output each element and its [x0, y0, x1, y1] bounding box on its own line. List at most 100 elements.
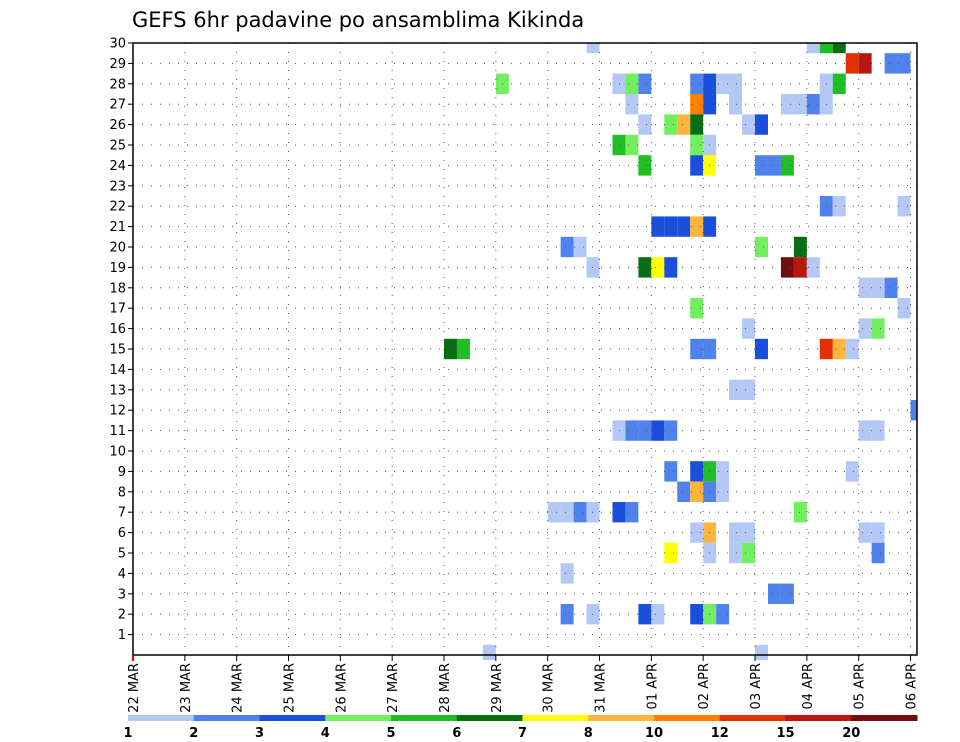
- y-tick-label: 5: [118, 547, 126, 562]
- heatmap-cell: [547, 502, 561, 523]
- heatmap-cell: [806, 257, 820, 278]
- legend-color-swatch: [391, 715, 458, 721]
- heatmap-cell: [793, 257, 807, 278]
- y-tick-label: 16: [109, 322, 126, 337]
- y-tick-label: 14: [109, 363, 126, 378]
- legend-color-swatch: [456, 715, 523, 721]
- legend-label: 7: [518, 726, 527, 741]
- legend-color-swatch: [259, 715, 326, 721]
- heatmap-cell: [729, 522, 743, 543]
- heatmap-cell: [560, 604, 574, 625]
- y-tick-label: 12: [109, 404, 126, 419]
- y-tick-label: 18: [109, 281, 126, 296]
- heatmap-cell: [871, 420, 885, 441]
- heatmap-cell: [560, 236, 574, 258]
- legend-color-swatch: [719, 715, 786, 721]
- y-tick-label: 21: [109, 220, 126, 235]
- heatmap-cell: [897, 53, 911, 74]
- y-tick-label: 3: [118, 587, 126, 602]
- heatmap-cell: [832, 338, 846, 360]
- heatmap-cell: [832, 43, 846, 54]
- heatmap-cell: [664, 542, 678, 564]
- y-tick-label: 8: [118, 485, 126, 500]
- heatmap-cell: [664, 114, 678, 135]
- heatmap-cell: [690, 604, 704, 625]
- heatmap-cell: [742, 318, 756, 339]
- y-tick-label: 19: [109, 261, 126, 276]
- heatmap-cell: [638, 114, 652, 135]
- x-tick-label: 27 MAR: [386, 663, 401, 713]
- legend-label: 2: [189, 726, 198, 741]
- legend-label: 15: [776, 726, 794, 741]
- heatmap-cell: [638, 257, 652, 278]
- heatmap-cell: [651, 216, 665, 237]
- legend-color-swatch: [128, 715, 195, 721]
- heatmap-cell: [729, 379, 743, 400]
- y-tick-label: 20: [109, 241, 126, 256]
- y-tick-label: 28: [109, 77, 126, 92]
- heatmap-cell: [638, 73, 652, 94]
- x-tick-label: 29 MAR: [490, 663, 505, 713]
- heatmap-cell: [716, 481, 730, 502]
- y-tick-label: 1: [118, 628, 126, 643]
- heatmap-cell: [677, 481, 691, 502]
- heatmap-cell: [651, 257, 665, 278]
- legend-label: 4: [321, 726, 330, 741]
- heatmap-cell: [755, 114, 768, 135]
- color-legend: 1 2 3 4 5 6 7 8 10 12 15 20: [123, 715, 918, 741]
- heatmap-cell: [625, 94, 639, 115]
- heatmap-cell: [638, 420, 652, 441]
- heatmap-cell: [716, 461, 730, 482]
- heatmap-cell: [845, 53, 859, 74]
- heatmap-cell: [884, 53, 898, 74]
- x-tick-label: 25 MAR: [283, 663, 298, 713]
- heatmap-cell: [625, 420, 639, 441]
- y-tick-label: 15: [109, 343, 126, 358]
- chart-title: GEFS 6hr padavine po ansamblima Kikinda: [132, 8, 584, 32]
- heatmap-cell: [806, 43, 820, 54]
- y-tick-label: 24: [109, 159, 126, 174]
- y-tick-label: 6: [118, 526, 126, 541]
- heatmap-cell: [586, 43, 600, 54]
- heatmap-cell: [729, 542, 743, 564]
- heatmap-cell: [729, 94, 743, 115]
- heatmap-cell: [871, 522, 885, 543]
- y-tick-label: 17: [109, 302, 126, 317]
- heatmap-cell: [677, 114, 691, 135]
- heatmap-cell: [625, 73, 639, 94]
- legend-color-swatch: [522, 715, 589, 721]
- heatmap-cell: [664, 420, 678, 441]
- heatmap-cell: [560, 502, 574, 523]
- y-tick-label: 9: [118, 465, 126, 480]
- heatmap-cell: [690, 522, 704, 543]
- heatmap-cell: [651, 420, 665, 441]
- heatmap-cells: [444, 43, 917, 660]
- heatmap-cell: [871, 318, 885, 339]
- heatmap-cell: [586, 257, 600, 278]
- legend-label: 8: [584, 726, 593, 741]
- heatmap-cell: [651, 604, 665, 625]
- x-tick-label: 01 APR: [645, 663, 660, 709]
- heatmap-cell: [690, 298, 704, 319]
- legend-label: 6: [452, 726, 461, 741]
- y-tick-label: 23: [109, 179, 126, 194]
- y-tick-label: 22: [109, 200, 126, 215]
- heatmap-cell: [897, 298, 911, 319]
- heatmap-cell: [742, 379, 756, 400]
- heatmap-cell: [858, 318, 872, 339]
- heatmap-cell: [625, 502, 639, 523]
- y-tick-label: 25: [109, 139, 126, 154]
- heatmap-cell: [612, 134, 626, 156]
- y-tick-label: 7: [118, 506, 126, 521]
- heatmap-cell: [780, 257, 794, 278]
- x-tick-label: 02 APR: [697, 663, 712, 709]
- x-tick-label: 30 MAR: [542, 663, 557, 713]
- x-tick-label: 26 MAR: [334, 663, 349, 713]
- heatmap-cell: [690, 134, 704, 156]
- heatmap-cell: [845, 461, 859, 482]
- heatmap-cell: [780, 94, 794, 115]
- legend-label: 20: [842, 726, 860, 741]
- heatmap-cell: [690, 114, 704, 135]
- x-tick-label: 31 MAR: [594, 663, 609, 713]
- heatmap-cell: [884, 277, 898, 298]
